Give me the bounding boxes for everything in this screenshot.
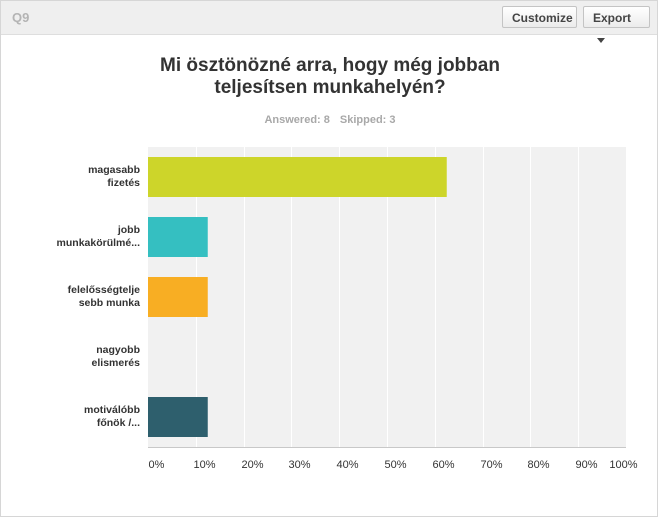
- customize-button[interactable]: Customize: [502, 6, 577, 28]
- answered-count: Answered: 8: [264, 114, 330, 126]
- question-number: Q9: [12, 10, 30, 25]
- skipped-count: Skipped: 3: [339, 114, 396, 126]
- category-label: jobb munkakörülmé...: [40, 224, 140, 250]
- x-tick-label: 70%: [480, 459, 503, 471]
- export-button[interactable]: Export: [583, 6, 650, 44]
- chart-title: Mi ösztönözné arra, hogy még jobban telj…: [100, 55, 560, 99]
- x-tick-label: 100%: [609, 459, 638, 471]
- category-label-line: jobb: [117, 224, 140, 236]
- category-label-line: sebb munka: [78, 297, 140, 309]
- category-label-line: elismerés: [91, 357, 140, 369]
- x-tick-label: 10%: [193, 459, 216, 471]
- bar: [148, 217, 208, 257]
- category-label-line: nagyobb: [96, 344, 140, 356]
- bar: [148, 277, 208, 317]
- category-label: motiválóbb főnök /...: [40, 404, 140, 430]
- category-label-line: magasabb: [88, 164, 140, 176]
- chart-title-line-2: teljesítsen munkahelyén?: [214, 77, 446, 98]
- x-tick-label: 60%: [432, 459, 455, 471]
- category-label-line: felelősségtelje: [67, 284, 140, 296]
- response-stats: Answered: 8 Skipped: 3: [200, 114, 460, 126]
- question-toolbar: Q9 Customize Export: [1, 1, 657, 44]
- category-label: felelősségtelje sebb munka: [40, 284, 140, 310]
- x-tick-label: 0%: [148, 459, 165, 471]
- x-tick-label: 80%: [527, 459, 550, 471]
- customize-label: Customize: [512, 11, 573, 25]
- category-label: nagyobb elismerés: [40, 344, 140, 370]
- x-tick-label: 50%: [384, 459, 407, 471]
- category-label-line: munkakörülmé...: [56, 237, 140, 249]
- x-tick-label: 40%: [336, 459, 359, 471]
- export-label: Export: [593, 11, 632, 25]
- bar: [148, 397, 208, 437]
- x-tick-label: 30%: [288, 459, 311, 471]
- x-tick-label: 20%: [241, 459, 264, 471]
- x-tick-label: 90%: [575, 459, 598, 471]
- category-label-line: fizetés: [107, 177, 140, 189]
- category-label: magasabb fizetés: [40, 164, 140, 190]
- bar: [148, 157, 447, 197]
- category-label-line: motiválóbb: [83, 404, 140, 416]
- chart-title-line-1: Mi ösztönözné arra, hogy még jobban: [160, 55, 500, 76]
- category-label-line: főnök /...: [96, 417, 140, 429]
- chevron-down-icon: [597, 38, 605, 44]
